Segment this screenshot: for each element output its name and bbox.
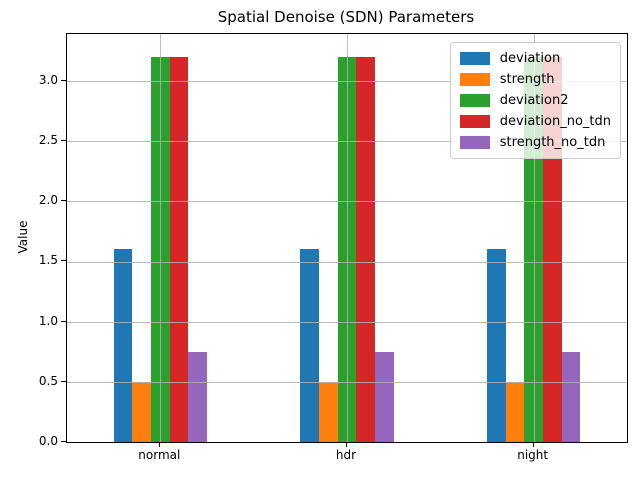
legend-label: strength_no_tdn [499,135,606,150]
bar-deviation2-normal [151,56,170,442]
x-tick-label-normal: normal [138,448,181,462]
legend-swatch-deviation_no_tdn [459,115,490,128]
x-tick-mark [346,442,347,447]
y-tick-mark [61,140,66,142]
legend: deviation strength deviation2 deviation_no_… [449,42,621,159]
bar-strength-normal [132,381,151,442]
x-tick-mark [159,442,161,447]
y-tick-label: 1.5 [38,253,58,268]
legend-item-strength_no_tdn: strength_no_tdn [459,132,611,153]
legend-swatch-strength_no_tdn [459,136,490,149]
x-tick-mark [532,442,534,447]
bar-deviation-hdr [300,249,319,442]
bar-strength_no_tdn-night [561,351,581,442]
legend-item-deviation2: deviation2 [459,90,611,111]
bar-deviation-night [487,249,506,442]
y-tick-label: 2.5 [38,133,58,148]
bar-strength-night [505,381,525,442]
x-tick-label-night: night [517,448,549,462]
y-tick-label: 0.5 [38,373,58,388]
y-tick-label: 3.0 [38,72,58,87]
y-tick-label: 0.0 [38,434,58,448]
bar-strength-hdr [319,381,338,442]
plot-area: deviation strength deviation2 deviation_no_… [66,33,628,443]
bar-strength_no_tdn-normal [188,351,207,442]
x-tick-label-hdr: hdr [335,448,357,462]
bar-deviation2-hdr [337,56,357,442]
legend-label: deviation [499,51,561,66]
legend-swatch-deviation2 [459,94,490,107]
legend-swatch-deviation [459,52,490,65]
y-tick-mark [61,79,66,81]
y-tick-label: 1.0 [38,313,58,328]
y-axis-label: Value [16,220,30,254]
bar-deviation_no_tdn-normal [169,56,189,442]
y-tick-label: 2.0 [38,193,58,208]
bar-strength_no_tdn-hdr [375,351,394,442]
y-tick-mark [61,380,66,382]
y-tick-mark [61,200,66,202]
y-tick-mark [61,260,66,262]
legend-item-strength: strength [459,69,611,90]
legend-label: deviation_no_tdn [499,114,611,129]
bar-deviation-normal [113,249,133,442]
legend-item-deviation: deviation [459,48,611,69]
y-tick-mark [61,320,66,322]
bar-deviation_no_tdn-hdr [356,56,375,442]
legend-label: strength [499,72,555,87]
legend-label: deviation2 [499,93,569,108]
y-tick-mark [61,441,66,442]
legend-swatch-strength [459,73,490,86]
legend-item-deviation_no_tdn: deviation_no_tdn [459,111,611,132]
chart-title: Spatial Denoise (SDN) Parameters [217,8,475,26]
